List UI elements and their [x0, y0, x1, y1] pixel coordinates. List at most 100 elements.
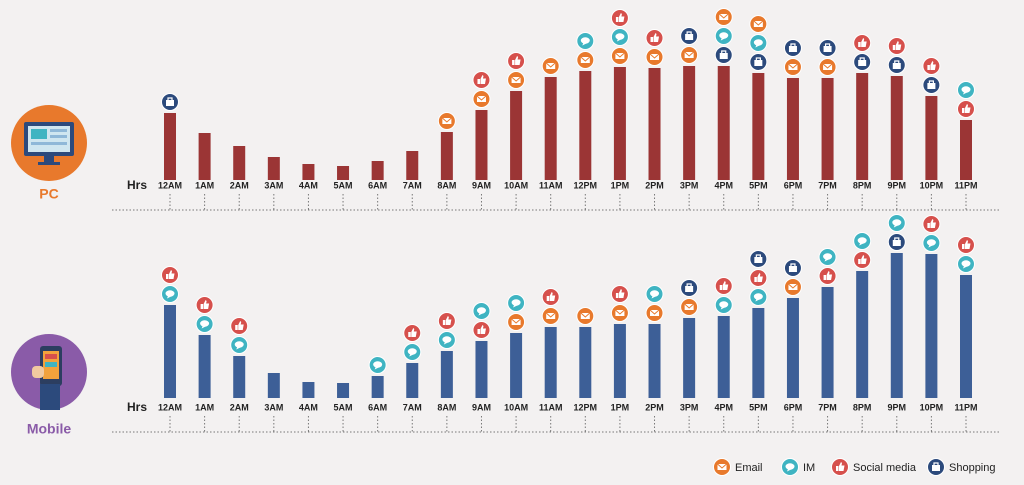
icon-glyph	[165, 290, 175, 297]
bar	[856, 271, 869, 398]
activity-icon	[818, 39, 837, 57]
icon-glyph	[615, 52, 625, 58]
activity-icon	[818, 267, 837, 285]
icon-glyph	[895, 41, 902, 50]
activity-icon	[610, 47, 629, 65]
icon-glyph	[928, 80, 934, 83]
icon-glyph	[719, 14, 729, 20]
icon-glyph	[684, 304, 694, 310]
icon-glyph	[962, 244, 965, 249]
legend-label: Email	[735, 462, 763, 474]
icon-glyph	[892, 45, 896, 50]
mobile-label: Mobile	[27, 421, 72, 437]
x-tick-label: 5PM	[749, 402, 768, 412]
activity-icon	[818, 248, 837, 266]
icon-glyph	[650, 37, 654, 42]
activity-icon	[680, 46, 699, 64]
icon-glyph	[685, 286, 694, 292]
icon-glyph	[580, 56, 591, 62]
icon-glyph	[234, 341, 244, 348]
bar	[510, 91, 523, 180]
icon-glyph	[719, 301, 729, 308]
x-tick-label: 6PM	[784, 402, 803, 412]
icon-glyph	[932, 465, 940, 471]
bar	[233, 146, 246, 180]
bar	[925, 96, 938, 180]
icon-glyph	[545, 62, 556, 68]
icon-glyph	[478, 313, 483, 316]
bar	[198, 335, 211, 398]
icon-glyph	[755, 45, 760, 48]
x-tick-label: 9AM	[472, 402, 491, 412]
x-tick-label: 6AM	[368, 402, 387, 412]
activity-icon	[541, 288, 560, 306]
x-tick-label: 4PM	[714, 402, 733, 412]
bar	[683, 66, 696, 180]
icon-glyph	[685, 34, 694, 40]
icon-glyph	[615, 33, 625, 40]
activity-icon	[749, 34, 768, 52]
icon-glyph	[961, 260, 971, 267]
icon-glyph	[580, 37, 590, 44]
icon-glyph	[717, 464, 727, 470]
icon-glyph	[238, 321, 244, 330]
x-tick-label: 9PM	[888, 180, 907, 190]
activity-icon	[541, 57, 560, 75]
x-tick-label: 2AM	[230, 180, 249, 190]
activity-icon	[713, 458, 731, 476]
bar	[198, 133, 211, 180]
icon-glyph	[755, 254, 761, 257]
activity-icon	[645, 29, 664, 47]
bar	[475, 341, 488, 398]
x-tick-label: 10PM	[920, 180, 944, 190]
activity-icon	[230, 317, 249, 335]
icon-glyph	[373, 361, 383, 368]
activity-icon	[749, 269, 768, 287]
activity-icon	[853, 34, 872, 52]
icon-glyph	[582, 43, 587, 46]
icon-glyph	[442, 336, 452, 343]
activity-icon	[472, 90, 491, 108]
icon-glyph	[580, 312, 591, 318]
activity-icon	[610, 9, 629, 27]
x-tick-label: 3AM	[264, 180, 283, 190]
icon-glyph	[858, 259, 861, 264]
icon-glyph	[511, 77, 521, 83]
bar	[821, 287, 834, 398]
icon-glyph	[200, 320, 210, 327]
bar	[648, 68, 661, 180]
icon-glyph	[823, 46, 832, 52]
icon-glyph	[823, 275, 827, 280]
icon-glyph	[720, 38, 725, 41]
icon-glyph	[788, 283, 798, 289]
pc-icon	[11, 105, 87, 181]
icon-glyph	[407, 348, 417, 355]
x-tick-label: 5AM	[334, 402, 353, 412]
icon-glyph	[408, 332, 411, 337]
x-tick-label: 1PM	[611, 402, 630, 412]
x-tick-label: 11AM	[539, 402, 563, 412]
bar	[925, 254, 938, 398]
bar	[890, 76, 903, 180]
icon-glyph	[933, 462, 939, 465]
axis-label: Hrs	[127, 178, 147, 192]
bar	[752, 73, 765, 180]
icon-glyph	[962, 108, 965, 113]
legend-label: Shopping	[949, 462, 996, 474]
bar	[960, 120, 972, 180]
bar	[613, 67, 626, 180]
activity-icon	[437, 312, 456, 330]
x-tick-label: 12AM	[158, 180, 182, 190]
icon-glyph	[757, 273, 763, 282]
bar	[510, 333, 523, 398]
activity-icon	[957, 236, 975, 254]
icon-glyph	[684, 52, 694, 58]
activity-icon	[922, 76, 941, 94]
icon-glyph	[618, 289, 625, 298]
icon-glyph	[477, 329, 480, 334]
icon-glyph	[858, 60, 867, 66]
icon-glyph	[719, 53, 728, 59]
icon-glyph	[650, 290, 660, 297]
bar	[960, 275, 972, 398]
activity-icon	[576, 32, 595, 50]
